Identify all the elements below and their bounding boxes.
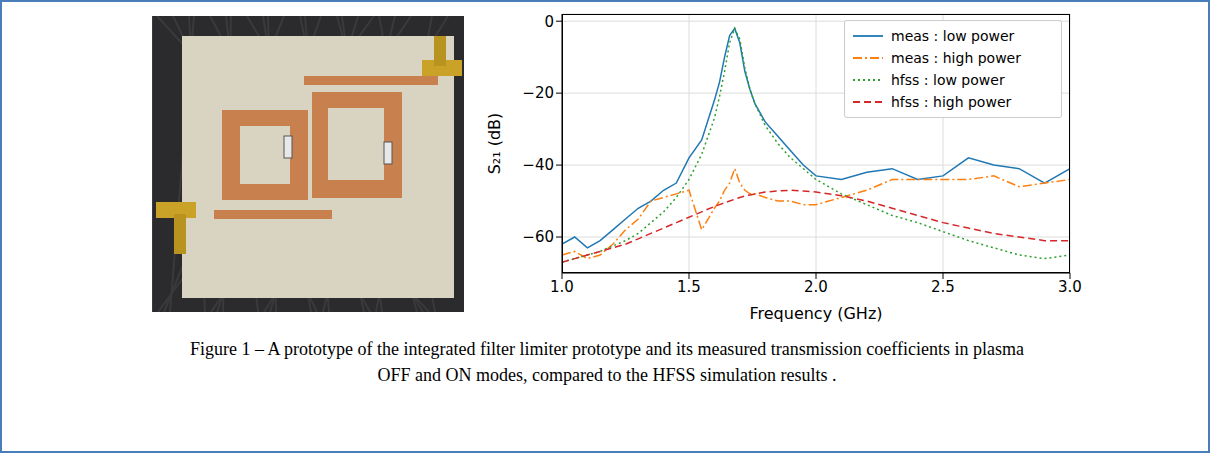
svg-text:2.5: 2.5: [931, 278, 955, 296]
svg-text:2.0: 2.0: [804, 278, 828, 296]
html-text:hfss : high power: hfss : high power: [891, 94, 1012, 110]
svg-text:S₂₁ (dB): S₂₁ (dB): [485, 113, 504, 175]
svg-text:3.0: 3.0: [1058, 278, 1082, 296]
svg-text:−60: −60: [522, 228, 554, 246]
svg-text:Frequency (GHz): Frequency (GHz): [749, 304, 882, 323]
svg-text:1.5: 1.5: [677, 278, 701, 296]
html-text:meas : low power: meas : low power: [891, 28, 1015, 44]
html-text:hfss : low power: hfss : low power: [891, 72, 1005, 88]
html-text:Figure 1 – A prototype of the: Figure 1 – A prototype of the integrated…: [190, 339, 1024, 385]
svg-text:−20: −20: [522, 84, 554, 102]
svg-text:1.0: 1.0: [550, 278, 574, 296]
svg-text:−40: −40: [522, 156, 554, 174]
html-text:meas : high power: meas : high power: [891, 50, 1021, 66]
svg-text:0: 0: [544, 13, 554, 31]
